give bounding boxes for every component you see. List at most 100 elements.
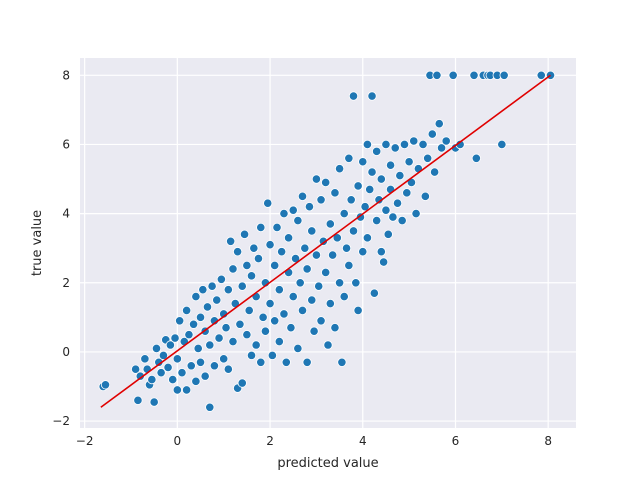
- data-point: [325, 298, 335, 309]
- data-point: [140, 354, 150, 364]
- data-point: [223, 285, 233, 295]
- data-point: [328, 250, 338, 260]
- data-point: [270, 316, 280, 326]
- data-point: [436, 143, 447, 153]
- data-point: [100, 380, 111, 390]
- data-point: [497, 139, 507, 150]
- data-point: [348, 226, 359, 236]
- data-point: [323, 340, 333, 350]
- data-point: [365, 184, 375, 195]
- data-point: [311, 174, 322, 184]
- data-point: [469, 70, 479, 80]
- data-point: [219, 354, 229, 364]
- data-point: [362, 233, 373, 243]
- data-points: [98, 70, 556, 412]
- data-point: [239, 229, 250, 239]
- tick-labels: −2 0 2 4 6 8 −2 0 2 4 6 8: [52, 68, 552, 448]
- data-point: [316, 195, 326, 205]
- data-point: [358, 157, 368, 167]
- data-point: [307, 226, 317, 236]
- data-point: [318, 236, 328, 246]
- data-point: [195, 357, 206, 367]
- data-point: [395, 170, 405, 181]
- data-point: [207, 281, 217, 291]
- data-point: [281, 357, 291, 367]
- data-point: [251, 340, 261, 350]
- data-point: [205, 340, 215, 350]
- data-point: [135, 371, 145, 381]
- data-point: [188, 319, 199, 329]
- data-point: [263, 198, 273, 208]
- data-point: [172, 354, 182, 364]
- data-point: [344, 153, 354, 163]
- data-point: [383, 229, 393, 239]
- x-tick-label: 2: [266, 434, 274, 448]
- data-point: [348, 91, 359, 101]
- data-point: [251, 291, 261, 302]
- data-point: [158, 350, 169, 360]
- data-point: [195, 312, 206, 322]
- data-point: [388, 212, 398, 222]
- data-point: [448, 70, 458, 80]
- data-point: [409, 136, 419, 146]
- data-point: [376, 247, 386, 257]
- y-tick-label: −2: [52, 414, 70, 428]
- data-point: [536, 70, 546, 80]
- data-point: [228, 264, 238, 274]
- data-point: [339, 209, 349, 219]
- data-point: [304, 202, 315, 212]
- data-point: [367, 167, 377, 177]
- data-point: [193, 343, 203, 354]
- data-point: [147, 374, 157, 385]
- data-point: [390, 143, 400, 153]
- data-point: [362, 139, 373, 150]
- data-point: [344, 260, 354, 271]
- data-point: [337, 357, 347, 367]
- data-point: [293, 215, 303, 226]
- data-point: [499, 70, 509, 80]
- data-point: [360, 202, 370, 212]
- data-point: [182, 305, 192, 316]
- data-point: [168, 374, 178, 385]
- data-point: [237, 281, 247, 291]
- data-point: [311, 250, 322, 260]
- data-point: [233, 247, 243, 257]
- y-tick-label: 2: [62, 276, 70, 290]
- data-point: [279, 209, 289, 219]
- data-point: [309, 326, 319, 336]
- data-point: [272, 222, 282, 233]
- data-point: [381, 139, 391, 150]
- data-point: [321, 177, 331, 188]
- data-point: [265, 298, 275, 309]
- data-point: [427, 129, 437, 139]
- data-point: [286, 323, 296, 333]
- data-point: [170, 333, 180, 343]
- data-point: [434, 119, 444, 129]
- data-point: [253, 253, 264, 264]
- data-point: [330, 188, 340, 198]
- y-tick-label: 8: [62, 68, 70, 82]
- data-point: [191, 291, 201, 302]
- data-point: [246, 350, 257, 360]
- data-point: [226, 236, 236, 246]
- data-point: [295, 278, 305, 288]
- data-point: [307, 295, 317, 305]
- data-point: [423, 153, 433, 163]
- data-point: [151, 343, 162, 354]
- data-point: [330, 323, 340, 333]
- data-point: [205, 402, 215, 412]
- data-point: [216, 274, 226, 284]
- data-point: [212, 295, 222, 305]
- data-point: [381, 205, 391, 215]
- data-point: [369, 288, 379, 298]
- data-point: [270, 260, 280, 271]
- data-point: [156, 368, 166, 378]
- data-point: [379, 257, 389, 267]
- fit-line: [100, 74, 551, 408]
- data-point: [300, 243, 310, 253]
- data-point: [172, 385, 182, 395]
- y-tick-label: 4: [62, 207, 70, 221]
- data-point: [297, 305, 308, 316]
